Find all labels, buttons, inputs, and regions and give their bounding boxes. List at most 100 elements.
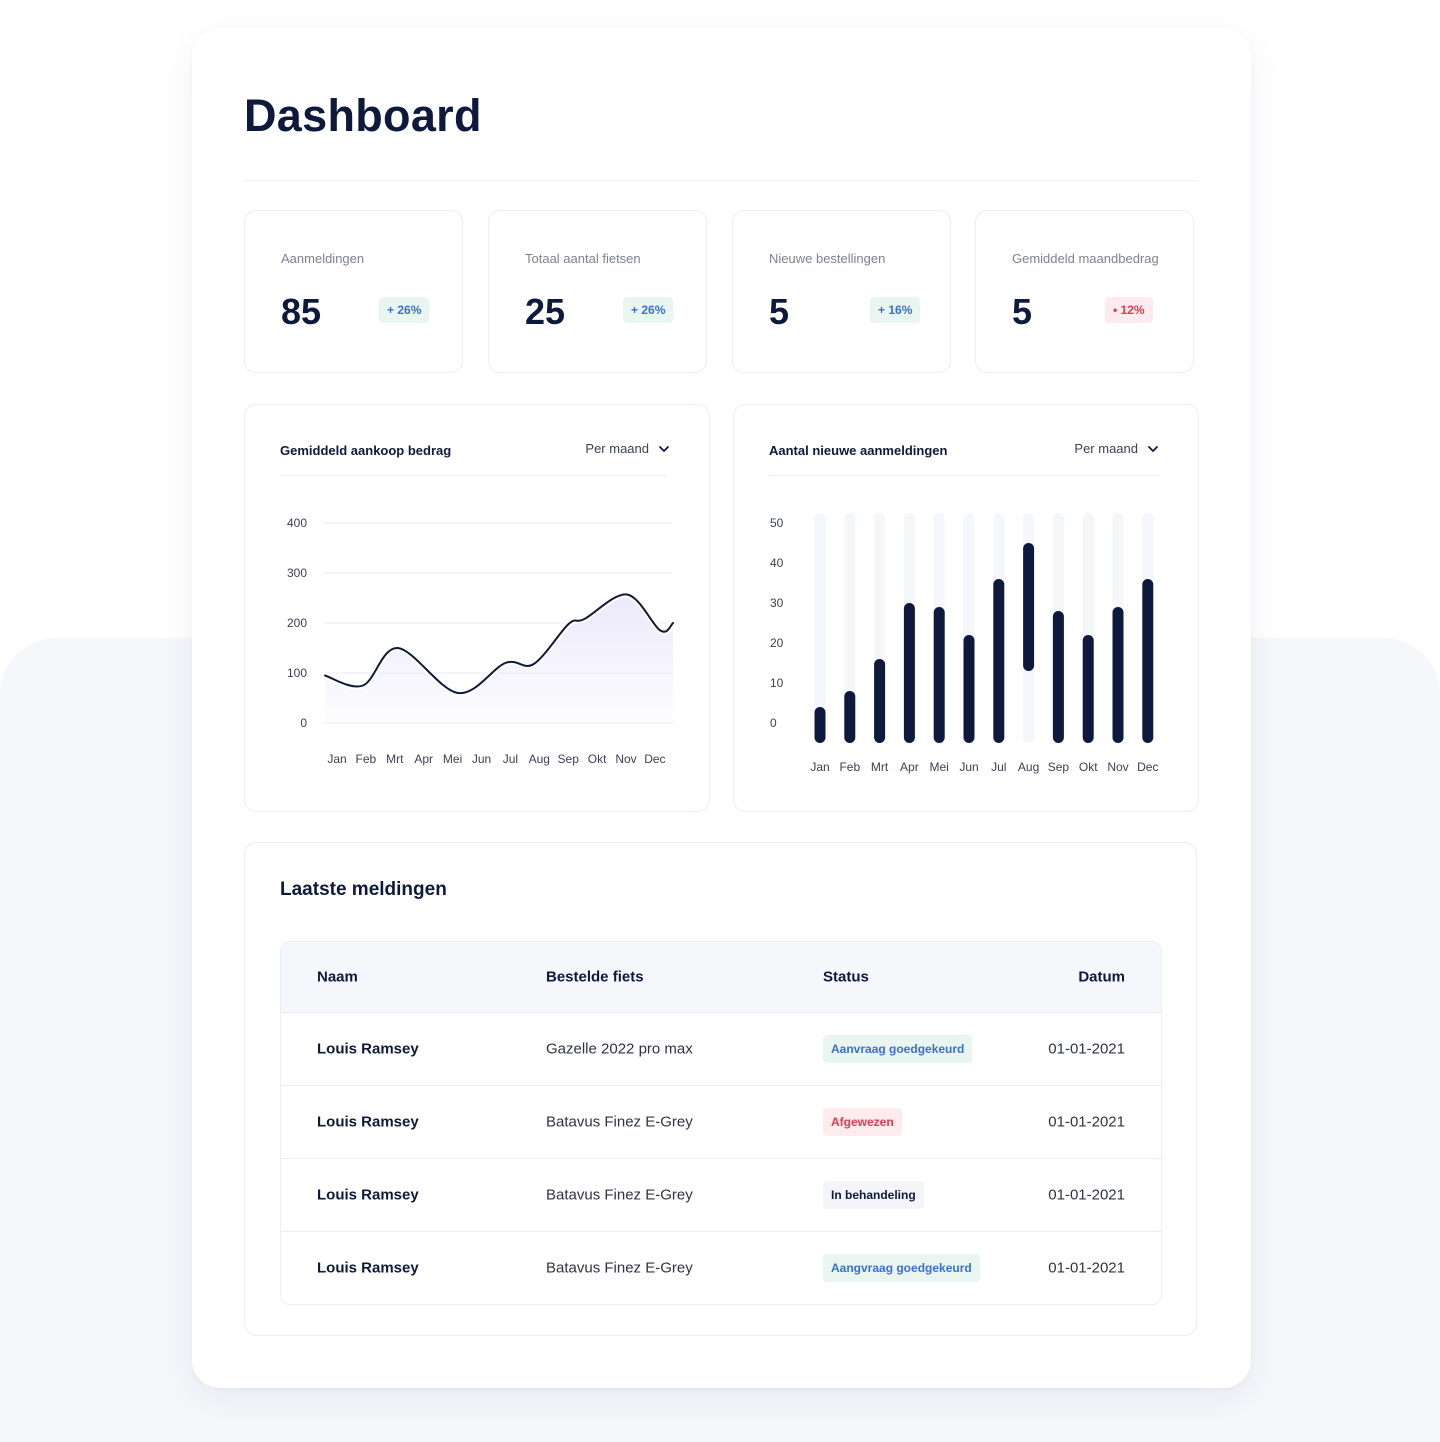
- x-tick-label: Apr: [414, 752, 433, 766]
- bar-track: [814, 513, 826, 743]
- x-tick-label: Sep: [558, 752, 580, 766]
- column-header-bestelde-fiets: Bestelde fiets: [546, 968, 644, 986]
- bar: [963, 635, 975, 743]
- x-tick-label: Dec: [644, 752, 665, 766]
- bar: [1082, 635, 1094, 743]
- row-bike: Batavus Finez E-Grey: [546, 1259, 693, 1277]
- line-chart: 0 100 200 300 400 Jan Feb Mrt Apr Mei Jun Jul Aug Sep…: [287, 516, 676, 766]
- x-tick-label: Jun: [472, 752, 491, 766]
- kpi-card-nieuwe-bestellingen: Nieuwe bestellingen 5 + 16%: [732, 210, 951, 373]
- bar: [1112, 607, 1124, 743]
- x-tick-label: Jul: [503, 752, 518, 766]
- chevron-down-icon: [659, 445, 669, 452]
- bar-chart: 0 10 20 30 40 50 Jan Feb Mrt Apr Mei Jun Jul Aug Sep Ok…: [770, 513, 1158, 774]
- bar: [1052, 611, 1064, 743]
- kpi-label: Nieuwe bestellingen: [769, 251, 886, 266]
- y-tick-label: 200: [287, 616, 307, 630]
- kpi-card-aanmeldingen: Aanmeldingen 85 + 26%: [244, 210, 463, 373]
- row-date: 01-01-2021: [1048, 1113, 1125, 1131]
- notifications-table: Naam Bestelde fiets Status Datum Louis R…: [280, 941, 1162, 1305]
- row-date: 01-01-2021: [1048, 1259, 1125, 1277]
- chevron-down-icon: [1148, 445, 1158, 452]
- bar-chart-card: Aantal nieuwe aanmeldingen Per maand 0 10…: [733, 404, 1199, 812]
- bar: [874, 659, 886, 743]
- period-label: Per maand: [1074, 441, 1138, 456]
- title-divider: [244, 180, 1197, 181]
- x-tick-label: Aug: [529, 752, 550, 766]
- x-tick-label: Mei: [443, 752, 462, 766]
- y-tick-label: 40: [770, 556, 784, 570]
- y-tick-label: 0: [300, 716, 307, 730]
- column-header-datum: Datum: [1078, 968, 1125, 986]
- bar-chart-period-dropdown[interactable]: Per maand: [1074, 441, 1160, 456]
- row-status: Aanvraag goedgekeurd: [823, 1035, 973, 1063]
- bar: [814, 707, 826, 743]
- status-badge: Afgewezen: [823, 1108, 902, 1136]
- series-line: [324, 593, 674, 695]
- x-tick-label: Aug: [1018, 760, 1039, 774]
- y-tick-label: 100: [287, 666, 307, 680]
- x-tick-label: Jan: [327, 752, 346, 766]
- status-badge: Aangvraag goedgekeurd: [823, 1254, 980, 1282]
- line-chart-card: Gemiddeld aankoop bedrag Per maand 0 100 2…: [244, 404, 710, 812]
- bar: [993, 579, 1005, 743]
- x-tick-label: Sep: [1048, 760, 1070, 774]
- table-row[interactable]: Louis Ramsey Gazelle 2022 pro max Aanvraag…: [281, 1013, 1161, 1086]
- bar: [1023, 543, 1035, 671]
- row-name: Louis Ramsey: [317, 1186, 419, 1204]
- bar: [903, 603, 915, 743]
- table-row[interactable]: Louis Ramsey Batavus Finez E-Grey Afgeweze…: [281, 1086, 1161, 1159]
- column-header-status: Status: [823, 968, 869, 986]
- x-tick-label: Apr: [900, 760, 919, 774]
- status-badge: Aanvraag goedgekeurd: [823, 1035, 973, 1063]
- bar: [1142, 579, 1154, 743]
- table-body: Louis Ramsey Gazelle 2022 pro max Aanvraag…: [281, 1013, 1161, 1304]
- table-row[interactable]: Louis Ramsey Batavus Finez E-Grey Aangvraa…: [281, 1232, 1161, 1304]
- kpi-value: 5: [1012, 291, 1033, 332]
- kpi-value: 5: [769, 291, 790, 332]
- bar-track: [844, 513, 856, 743]
- notifications-title: Laatste meldingen: [280, 879, 447, 900]
- x-tick-label: Okt: [588, 752, 607, 766]
- kpi-card-gemiddeld-maandbedrag: Gemiddeld maandbedrag 5 • 12%: [975, 210, 1194, 373]
- line-chart-period-dropdown[interactable]: Per maand: [585, 441, 671, 456]
- row-date: 01-01-2021: [1048, 1040, 1125, 1058]
- column-header-naam: Naam: [317, 968, 358, 986]
- x-tick-label: Mei: [930, 760, 949, 774]
- row-name: Louis Ramsey: [317, 1259, 419, 1277]
- x-tick-label: Dec: [1137, 760, 1158, 774]
- kpi-change-badge: + 16%: [870, 297, 921, 323]
- x-tick-label: Jun: [959, 760, 978, 774]
- x-tick-label: Nov: [1107, 760, 1128, 774]
- bar: [933, 607, 945, 743]
- x-tick-label: Mrt: [386, 752, 404, 766]
- x-tick-label: Feb: [839, 760, 860, 774]
- area-fill: [325, 594, 673, 723]
- row-date: 01-01-2021: [1048, 1186, 1125, 1204]
- notifications-card: Laatste meldingen Naam Bestelde fiets St…: [244, 842, 1197, 1336]
- row-bike: Gazelle 2022 pro max: [546, 1040, 693, 1058]
- x-tick-label: Jul: [991, 760, 1006, 774]
- row-bike: Batavus Finez E-Grey: [546, 1186, 693, 1204]
- x-tick-label: Feb: [356, 752, 377, 766]
- chart-divider: [280, 475, 667, 476]
- kpi-label: Totaal aantal fietsen: [525, 251, 641, 266]
- bar: [844, 691, 856, 743]
- y-tick-label: 20: [770, 636, 784, 650]
- x-tick-label: Jan: [810, 760, 829, 774]
- kpi-change-badge: + 26%: [623, 297, 674, 323]
- period-label: Per maand: [585, 441, 649, 456]
- chart-divider: [769, 475, 1160, 476]
- x-tick-label: Nov: [615, 752, 636, 766]
- kpi-card-totaal-fietsen: Totaal aantal fietsen 25 + 26%: [488, 210, 707, 373]
- dashboard-card: Dashboard Aanmeldingen 85 + 26% Totaal a…: [192, 28, 1251, 1388]
- kpi-label: Aanmeldingen: [281, 251, 365, 266]
- table-row[interactable]: Louis Ramsey Batavus Finez E-Grey In behan…: [281, 1159, 1161, 1232]
- kpi-value: 85: [281, 291, 322, 332]
- kpi-change-badge: • 12%: [1105, 297, 1153, 323]
- y-tick-label: 50: [770, 516, 784, 530]
- kpi-value: 25: [525, 291, 566, 332]
- y-tick-label: 400: [287, 516, 307, 530]
- kpi-change-badge: + 26%: [379, 297, 430, 323]
- row-status: Aangvraag goedgekeurd: [823, 1254, 980, 1282]
